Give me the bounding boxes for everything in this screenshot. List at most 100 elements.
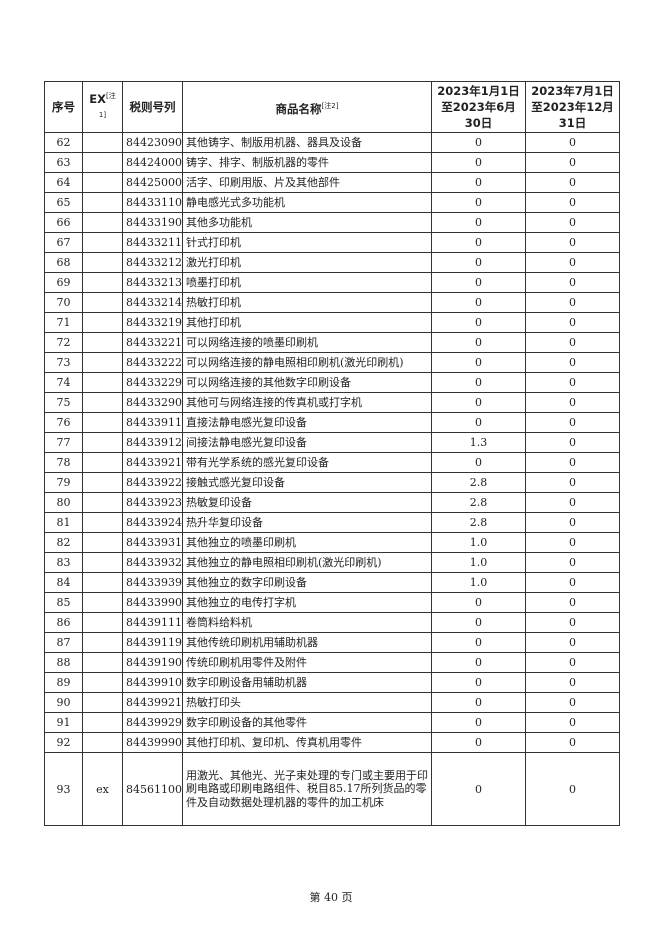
cell-ex <box>82 412 123 433</box>
table-row: 78 84433921 带有光学系统的感光复印设备 0 0 <box>44 452 620 473</box>
header-name: 商品名称[注2] <box>182 81 432 133</box>
cell-code: 84433214 <box>122 292 183 313</box>
table-row: 63 84424000 铸字、排字、制版机器的零件 0 0 <box>44 152 620 173</box>
cell-rate2: 0 <box>525 312 620 333</box>
cell-name: 带有光学系统的感光复印设备 <box>182 452 432 473</box>
cell-ex <box>82 692 123 713</box>
cell-rate1: 0 <box>431 752 526 826</box>
cell-name: 间接法静电感光复印设备 <box>182 432 432 453</box>
cell-code: 84433190 <box>122 212 183 233</box>
cell-rate2: 0 <box>525 392 620 413</box>
cell-ex <box>82 132 123 153</box>
cell-code: 84439921 <box>122 692 183 713</box>
cell-rate2: 0 <box>525 192 620 213</box>
cell-rate2: 0 <box>525 752 620 826</box>
cell-rate1: 1.0 <box>431 532 526 553</box>
cell-seq: 77 <box>44 432 83 453</box>
cell-name: 静电感光式多功能机 <box>182 192 432 213</box>
header-name-note: [注2] <box>321 101 339 110</box>
cell-name: 喷墨打印机 <box>182 272 432 293</box>
cell-code: 84433213 <box>122 272 183 293</box>
cell-rate1: 0 <box>431 392 526 413</box>
cell-rate1: 0 <box>431 152 526 173</box>
cell-ex <box>82 612 123 633</box>
cell-seq: 82 <box>44 532 83 553</box>
table-row: 90 84439921 热敏打印头 0 0 <box>44 692 620 713</box>
cell-name: 其他打印机、复印机、传真机用零件 <box>182 732 432 753</box>
tariff-table: 序号 EX[注1] 税则号列 商品名称[注2] 2023年1月1日至2023年6… <box>44 81 620 826</box>
table-row: 81 84433924 热升华复印设备 2.8 0 <box>44 512 620 533</box>
cell-name: 传统印刷机用零件及附件 <box>182 652 432 673</box>
cell-rate2: 0 <box>525 712 620 733</box>
table-row: 66 84433190 其他多功能机 0 0 <box>44 212 620 233</box>
header-code: 税则号列 <box>122 81 183 133</box>
table-row: 70 84433214 热敏打印机 0 0 <box>44 292 620 313</box>
cell-code: 84439190 <box>122 652 183 673</box>
cell-seq: 66 <box>44 212 83 233</box>
table-row: 82 84433931 其他独立的喷墨印刷机 1.0 0 <box>44 532 620 553</box>
cell-name: 接触式感光复印设备 <box>182 472 432 493</box>
table-row: 88 84439190 传统印刷机用零件及附件 0 0 <box>44 652 620 673</box>
page-number: 第 40 页 <box>309 891 353 904</box>
cell-code: 84439119 <box>122 632 183 653</box>
cell-seq: 81 <box>44 512 83 533</box>
header-period1: 2023年1月1日至2023年6月30日 <box>431 81 526 133</box>
cell-seq: 67 <box>44 232 83 253</box>
cell-seq: 89 <box>44 672 83 693</box>
cell-name: 其他铸字、制版用机器、器具及设备 <box>182 132 432 153</box>
cell-seq: 76 <box>44 412 83 433</box>
cell-rate2: 0 <box>525 152 620 173</box>
cell-rate1: 0 <box>431 272 526 293</box>
cell-rate1: 0 <box>431 612 526 633</box>
cell-rate1: 0 <box>431 312 526 333</box>
cell-ex <box>82 552 123 573</box>
cell-rate1: 2.8 <box>431 512 526 533</box>
cell-seq: 70 <box>44 292 83 313</box>
cell-seq: 84 <box>44 572 83 593</box>
cell-code: 84433931 <box>122 532 183 553</box>
cell-code: 84439929 <box>122 712 183 733</box>
cell-name: 热敏打印机 <box>182 292 432 313</box>
header-seq: 序号 <box>44 81 83 133</box>
cell-ex <box>82 492 123 513</box>
cell-rate2: 0 <box>525 452 620 473</box>
cell-code: 84439990 <box>122 732 183 753</box>
cell-name: 热敏打印头 <box>182 692 432 713</box>
cell-ex <box>82 512 123 533</box>
cell-ex <box>82 472 123 493</box>
cell-name: 可以网络连接的静电照相印刷机(激光印刷机) <box>182 352 432 373</box>
cell-rate1: 0 <box>431 232 526 253</box>
table-row: 76 84433911 直接法静电感光复印设备 0 0 <box>44 412 620 433</box>
cell-ex <box>82 532 123 553</box>
table-row: 75 84433290 其他可与网络连接的传真机或打字机 0 0 <box>44 392 620 413</box>
cell-code: 84433229 <box>122 372 183 393</box>
cell-name: 直接法静电感光复印设备 <box>182 412 432 433</box>
cell-ex <box>82 432 123 453</box>
cell-rate2: 0 <box>525 732 620 753</box>
cell-ex <box>82 172 123 193</box>
header-ex-label: EX <box>89 92 106 106</box>
cell-seq: 62 <box>44 132 83 153</box>
cell-code: 84439111 <box>122 612 183 633</box>
cell-rate2: 0 <box>525 532 620 553</box>
cell-code: 84433912 <box>122 432 183 453</box>
cell-ex <box>82 572 123 593</box>
table-row: 65 84433110 静电感光式多功能机 0 0 <box>44 192 620 213</box>
cell-name: 其他传统印刷机用辅助机器 <box>182 632 432 653</box>
cell-ex <box>82 732 123 753</box>
cell-ex <box>82 452 123 473</box>
table-row: 86 84439111 卷筒料给料机 0 0 <box>44 612 620 633</box>
table-row: 72 84433221 可以网络连接的喷墨印刷机 0 0 <box>44 332 620 353</box>
cell-ex <box>82 292 123 313</box>
cell-rate2: 0 <box>525 692 620 713</box>
cell-code: 84433939 <box>122 572 183 593</box>
cell-rate2: 0 <box>525 252 620 273</box>
cell-name: 其他可与网络连接的传真机或打字机 <box>182 392 432 413</box>
cell-rate1: 0 <box>431 252 526 273</box>
table-row: 77 84433912 间接法静电感光复印设备 1.3 0 <box>44 432 620 453</box>
table-row: 89 84439910 数字印刷设备用辅助机器 0 0 <box>44 672 620 693</box>
cell-rate2: 0 <box>525 292 620 313</box>
cell-rate1: 0 <box>431 672 526 693</box>
table-row: 71 84433219 其他打印机 0 0 <box>44 312 620 333</box>
table-row: 62 84423090 其他铸字、制版用机器、器具及设备 0 0 <box>44 132 620 153</box>
